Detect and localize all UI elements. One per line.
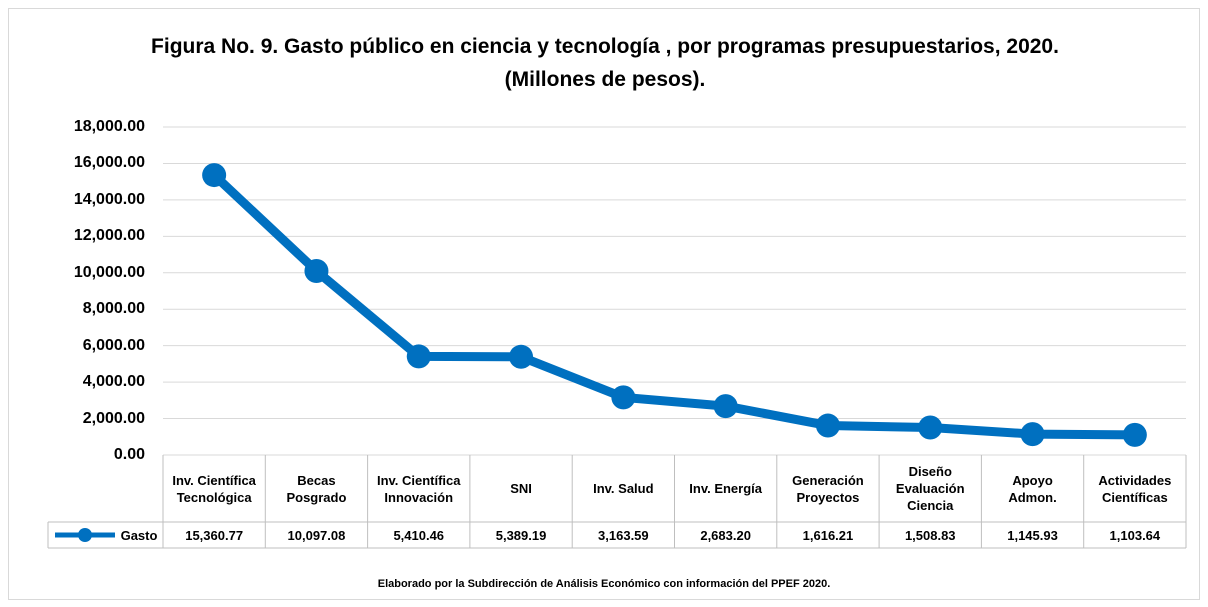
value-label: 1,145.93 [1007,527,1058,543]
y-tick-label: 14,000.00 [73,190,145,208]
y-tick-label: 16,000.00 [73,154,145,172]
y-tick-label: 18,000.00 [73,118,145,135]
category-label: Inv. Salud [593,481,654,496]
value-label: 1,508.83 [904,527,956,543]
legend-marker [78,528,92,542]
chart-title: Figura No. 9. Gasto público en ciencia y… [151,35,1059,91]
y-tick-label: 6,000.00 [82,336,145,354]
data-point [1020,422,1045,447]
category-label: Generación Proyectos [792,472,864,505]
data-point [918,415,943,440]
data-point [406,344,431,369]
category-label: SNI [510,481,532,496]
category-label: Actividades Científicas [1098,472,1172,505]
category-label: Inv. Energía [689,481,763,496]
data-point [1122,422,1147,447]
value-label: 3,163.59 [598,527,649,543]
y-tick-label: 4,000.00 [82,373,145,391]
value-label: 5,410.46 [393,527,445,543]
series-line [211,171,1135,440]
category-label: Inv. Científica Tecnológica [172,472,256,505]
y-tick-label: 12,000.00 [73,227,145,245]
data-point [304,259,329,284]
category-label: Apoyo Admon. [1008,472,1057,505]
value-label: 15,360.77 [185,527,244,543]
y-tick-label: 0.00 [113,446,145,463]
chart-frame [8,8,1200,600]
data-point [509,344,534,369]
source-note: Elaborado por la Subdirección de Análisi… [377,578,831,590]
value-label: 5,389.19 [495,527,547,543]
value-label: 1,103.64 [1109,527,1161,543]
value-label: 10,097.08 [287,527,346,543]
value-label: 2,683.20 [700,527,751,543]
category-label: Inv. Científica Innovación [376,472,461,505]
legend-label: Gasto [120,527,158,543]
y-tick-label: 8,000.00 [82,300,145,318]
data-point [202,163,227,188]
category-label: Diseño Evaluación Ciencia [895,464,965,513]
y-tick-label: 10,000.00 [73,263,145,281]
category-label: Becas Posgrado [286,472,347,505]
value-label: 1,616.21 [802,527,854,543]
data-point [611,385,636,410]
data-point [713,394,738,419]
data-point [815,413,840,438]
y-tick-label: 2,000.00 [82,409,145,427]
